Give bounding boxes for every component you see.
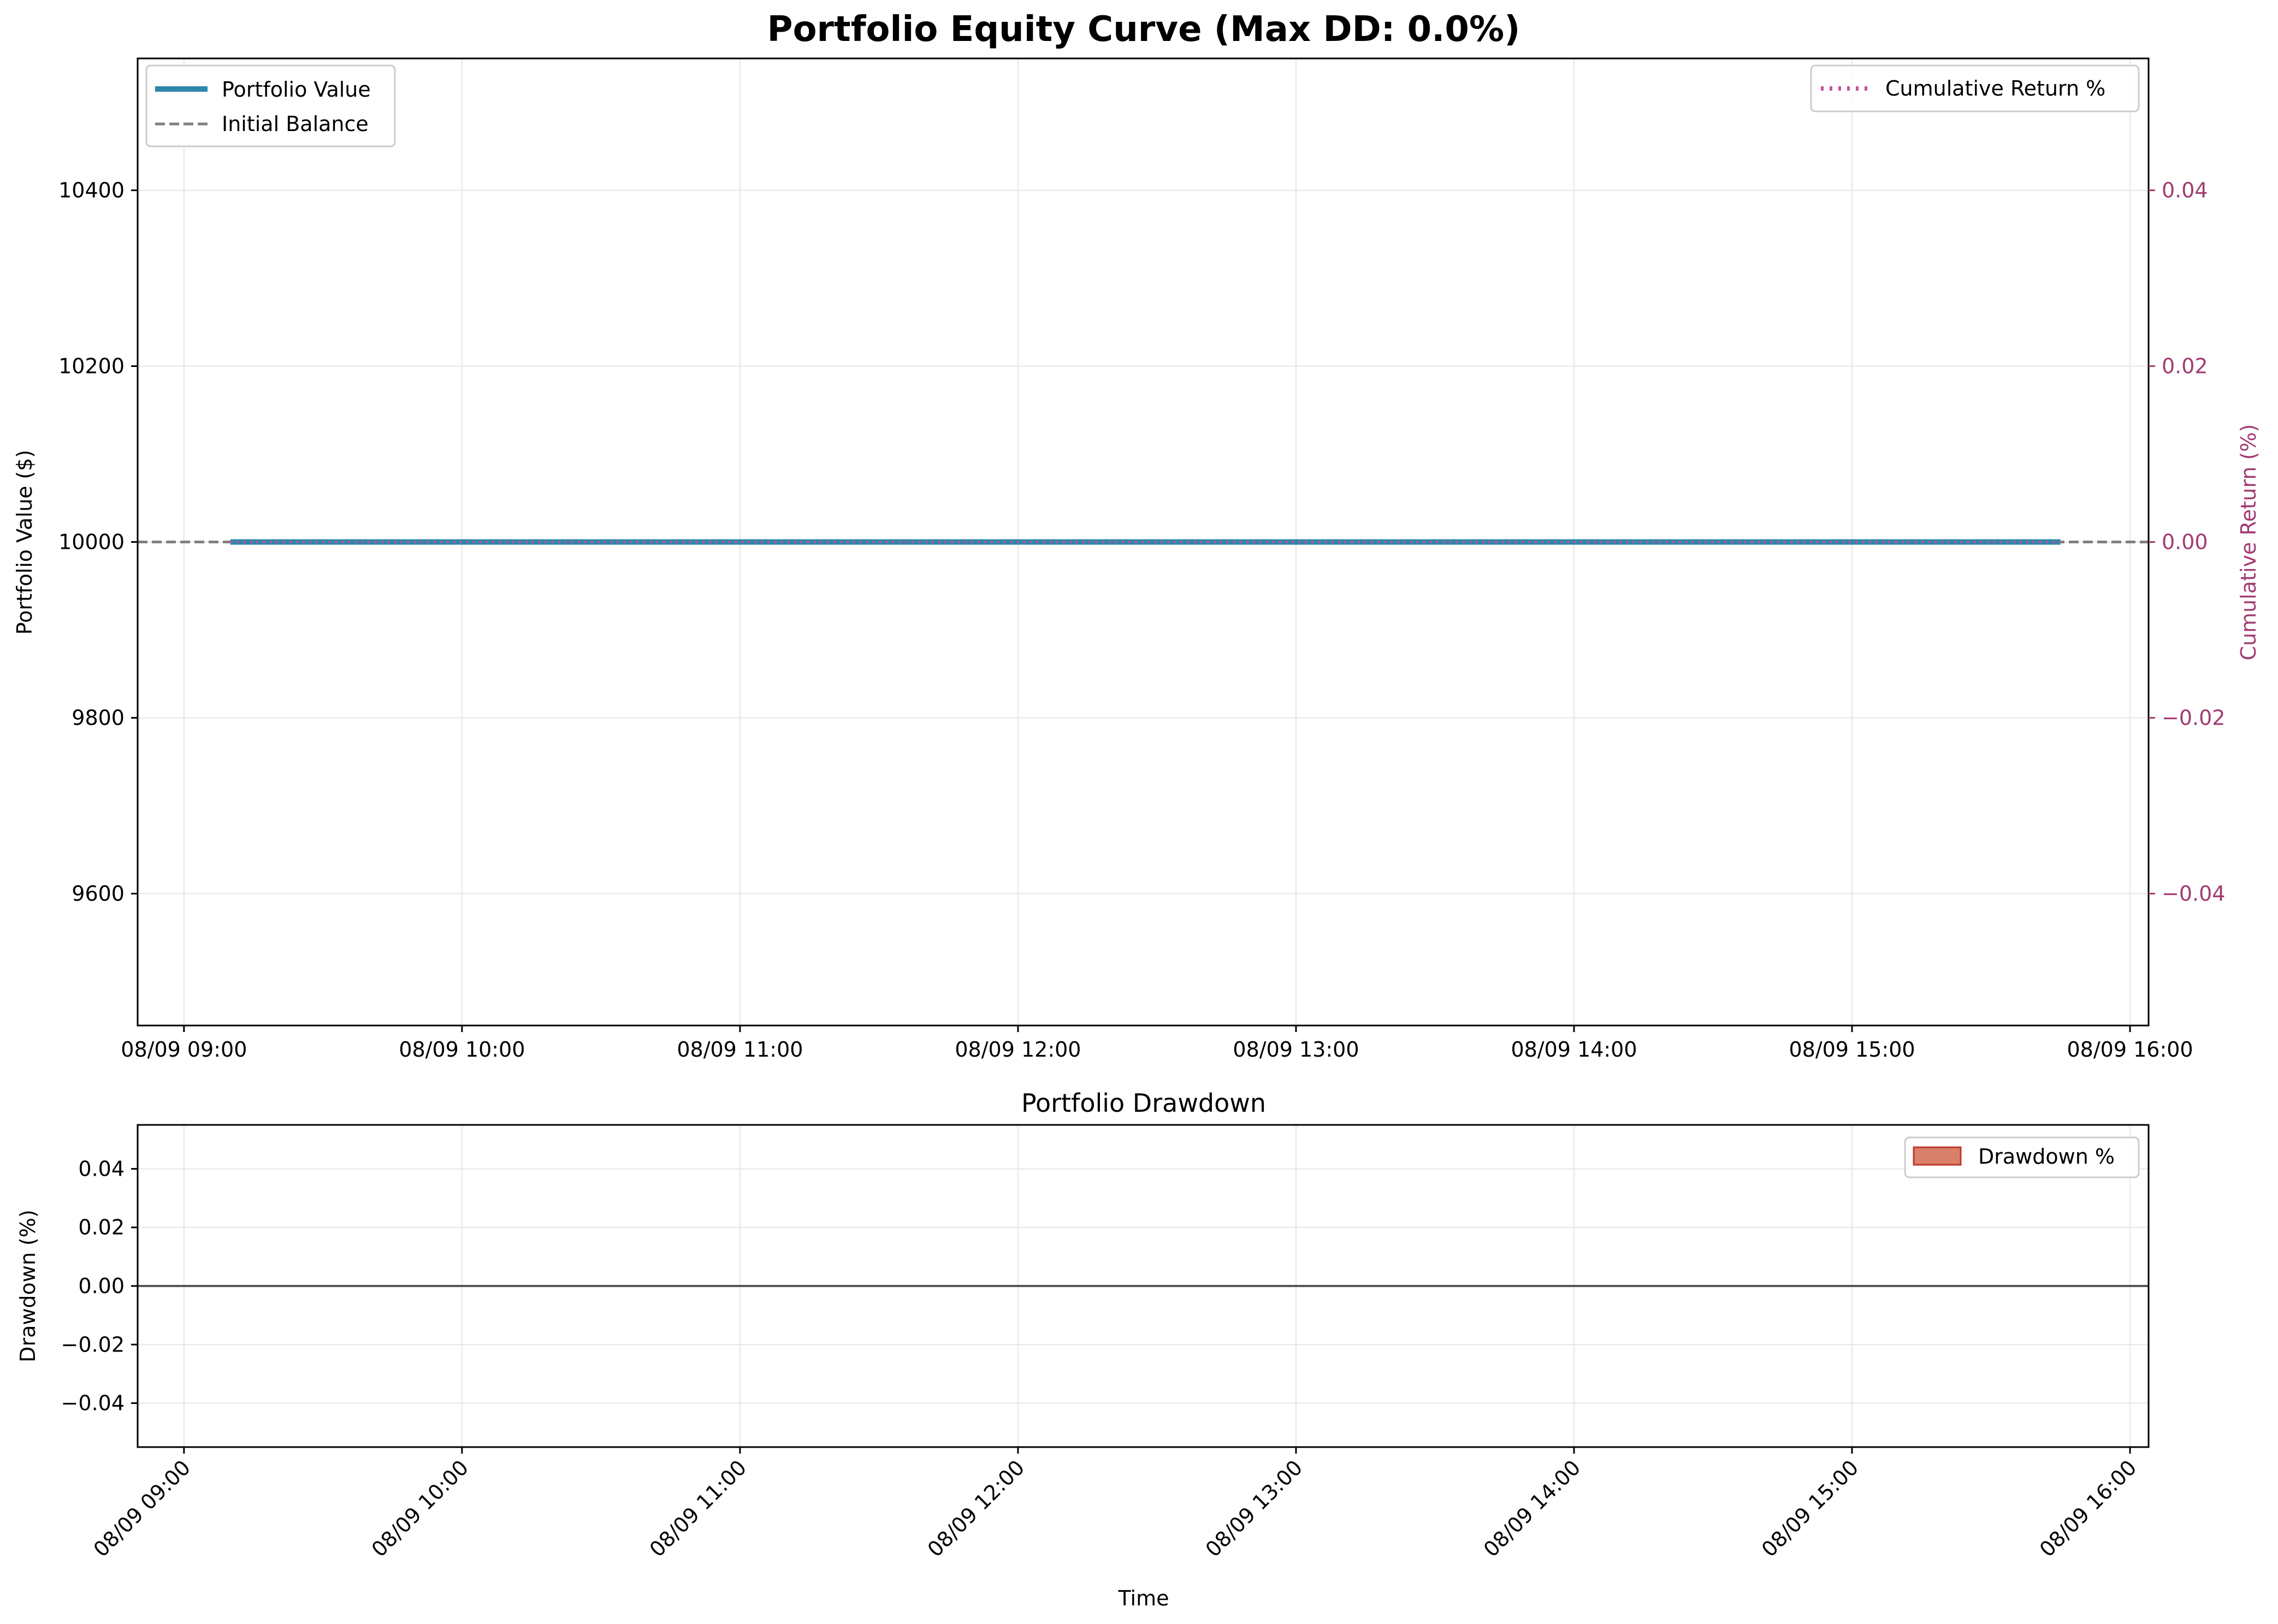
drawdown-y-tick-label: 0.00 (78, 1274, 125, 1298)
equity-y-right-tick-label: 0.00 (2162, 530, 2208, 554)
equity-x-tick-label: 08/09 15:00 (1789, 1038, 1915, 1062)
equity-x-tick-label: 08/09 13:00 (1233, 1038, 1359, 1062)
drawdown-legend: Drawdown % (1904, 1136, 2140, 1178)
equity-y-tick-label: 9800 (72, 706, 125, 730)
equity-y-axis-label: Portfolio Value ($) (13, 450, 37, 635)
legend-box-drawdown (1904, 1136, 2140, 1178)
legend-label-drawdown: Drawdown % (1978, 1145, 2115, 1169)
legend-box-right (1810, 64, 2140, 112)
equity-y-tick-label: 10200 (58, 354, 125, 378)
equity-legend-right: Cumulative Return % (1810, 64, 2140, 112)
equity-y-right-tick-label: −0.04 (2162, 882, 2225, 906)
drawdown-x-axis-label: Time (1118, 1586, 1169, 1610)
legend-box-left (145, 64, 396, 147)
equity-y-right-tick-label: 0.02 (2162, 354, 2208, 378)
legend-label-cumulative-return: Cumulative Return % (1885, 76, 2105, 100)
drawdown-y-tick-label: 0.02 (78, 1216, 125, 1240)
equity-x-tick-label: 08/09 10:00 (399, 1038, 525, 1062)
equity-x-tick-label: 08/09 14:00 (1511, 1038, 1637, 1062)
equity-x-tick-label: 08/09 16:00 (2067, 1038, 2193, 1062)
drawdown-y-tick-label: 0.04 (78, 1157, 125, 1181)
equity-right-axis-label: Cumulative Return (%) (2236, 424, 2261, 661)
drawdown-chart-title: Portfolio Drawdown (1021, 1088, 1266, 1118)
equity-y-tick-label: 10400 (58, 179, 125, 203)
equity-x-tick-label: 08/09 09:00 (121, 1038, 247, 1062)
legend-label-initial-balance: Initial Balance (222, 112, 369, 136)
equity-x-ticks: 08/09 09:00 08/09 10:00 08/09 11:00 08/09 1… (121, 1026, 2193, 1062)
legend-label-portfolio-value: Portfolio Value (222, 78, 371, 102)
drawdown-y-tick-label: −0.02 (61, 1332, 125, 1356)
equity-y-ticks-right: −0.04 −0.02 0.00 0.02 0.04 (2149, 179, 2225, 906)
equity-y-right-tick-label: 0.04 (2162, 179, 2208, 203)
equity-y-ticks: 9600 9800 10000 10200 10400 (58, 179, 138, 906)
equity-y-tick-label: 10000 (58, 530, 125, 554)
equity-chart-title: Portfolio Equity Curve (Max DD: 0.0%) (767, 9, 1520, 50)
equity-y-tick-label: 9600 (72, 882, 125, 906)
drawdown-y-axis-label: Drawdown (%) (16, 1210, 40, 1362)
equity-panel: Portfolio Equity Curve (Max DD: 0.0%) 08… (13, 9, 2261, 1062)
drawdown-y-tick-label: −0.04 (61, 1391, 125, 1415)
equity-y-right-tick-label: −0.02 (2162, 706, 2225, 730)
equity-x-tick-label: 08/09 11:00 (677, 1038, 803, 1062)
equity-legend-left: Portfolio Value Initial Balance (145, 64, 396, 147)
equity-x-tick-label: 08/09 12:00 (955, 1038, 1081, 1062)
legend-swatch-drawdown (1913, 1146, 1962, 1166)
drawdown-y-ticks: −0.04 −0.02 0.00 0.02 0.04 (61, 1157, 138, 1415)
